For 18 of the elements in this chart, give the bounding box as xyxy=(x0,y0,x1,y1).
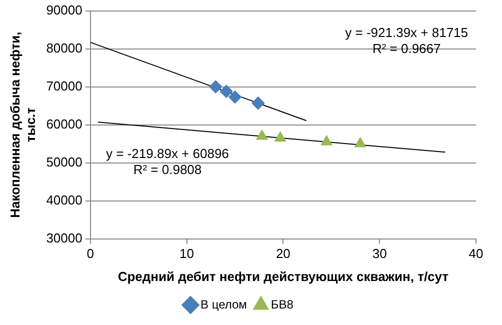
y-tick-label: 80000 xyxy=(46,40,82,56)
x-tick-label: 10 xyxy=(180,246,194,262)
y-tick-label: 60000 xyxy=(46,116,82,132)
annotation: y = -219.89x + 60896 R² = 0.9808 xyxy=(106,146,229,178)
legend-label: В целом xyxy=(200,297,247,312)
x-tick-label: 40 xyxy=(468,246,484,262)
y-tick-label: 70000 xyxy=(46,78,82,94)
x-tick-label: 0 xyxy=(86,246,94,262)
legend-label: БВ8 xyxy=(270,297,294,312)
x-axis-title: Средний дебит нефти действующих скважин, т/сут xyxy=(118,268,449,284)
x-tick-label: 30 xyxy=(372,246,387,262)
y-axis-title: Накопленная добыча нефти, тыс.т xyxy=(7,32,38,218)
x-tick-label: 20 xyxy=(276,246,290,262)
y-tick-label: 50000 xyxy=(46,154,82,170)
y-tick-label: 40000 xyxy=(46,192,82,208)
y-tick-label: 30000 xyxy=(46,230,82,246)
annotation: y = -921.39x + 81715 R² = 0.9667 xyxy=(345,25,468,56)
y-tick-label: 90000 xyxy=(46,2,82,18)
